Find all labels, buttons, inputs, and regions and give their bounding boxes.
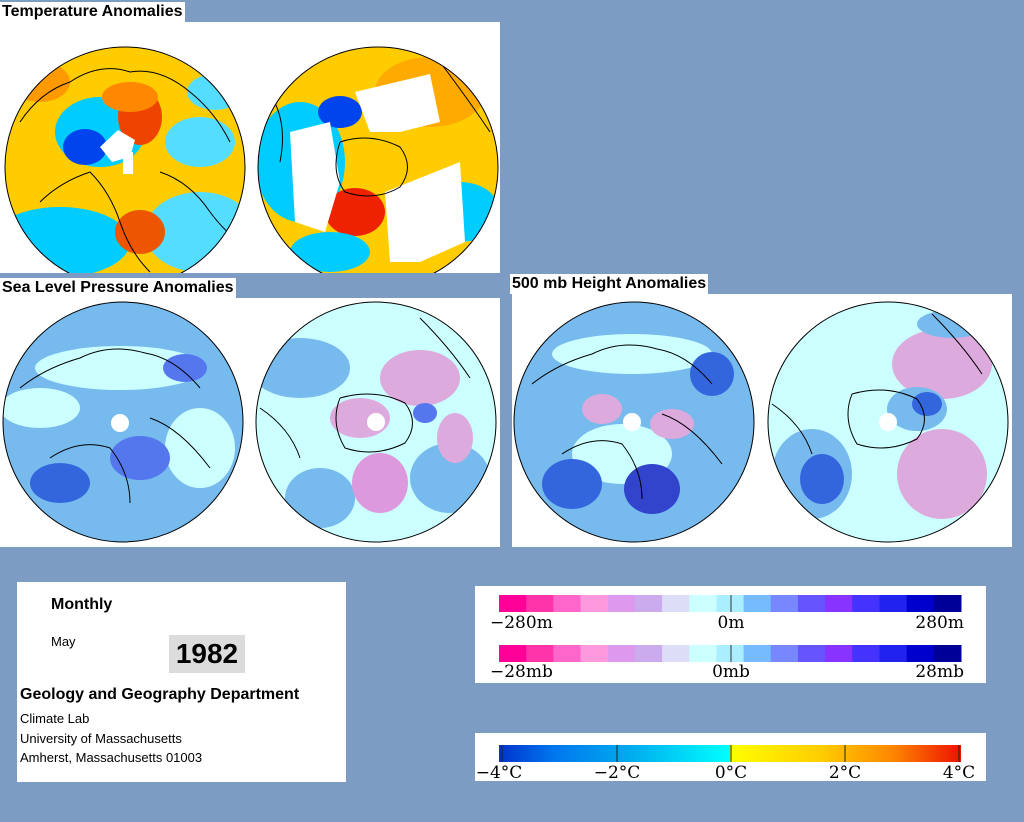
color-bar-segment [743, 595, 772, 612]
temperature-scale-svg: −4°C −2°C 0°C 2°C 4°C [476, 745, 975, 781]
color-bar-segment [770, 645, 799, 662]
lab-label: Climate Lab [20, 711, 90, 726]
height-max-label: 280m [915, 613, 964, 633]
color-bar-segment [689, 645, 717, 662]
color-bar-segment [526, 645, 554, 662]
color-bar-segment [852, 595, 880, 612]
temperature-anomalies-title: Temperature Anomalies [0, 2, 185, 22]
color-bar-segment [662, 595, 690, 612]
color-bar-segment [797, 595, 826, 612]
info-box: Monthly May 1982 Geology and Geography D… [17, 582, 346, 782]
color-bar-segment [689, 595, 717, 612]
year-label: 1982 [169, 635, 245, 673]
color-bar-segment [933, 595, 962, 612]
color-bar-segment [662, 645, 690, 662]
height-min-label: −280m [490, 613, 553, 633]
slp-south-hemisphere-map [256, 302, 496, 542]
pressure-max-label: 28mb [915, 662, 964, 682]
temp-tick-minus2: −2°C [594, 763, 641, 781]
height500-north-hemisphere-map [514, 302, 754, 542]
color-bar-segment [906, 645, 935, 662]
color-bar-segment [607, 645, 636, 662]
period-label: Monthly [51, 596, 113, 613]
temp-tick-4: 4°C [943, 763, 975, 781]
temperature-scale: −4°C −2°C 0°C 2°C 4°C [475, 733, 986, 781]
temperature-map-panel [0, 22, 500, 273]
color-bar-segment [634, 645, 663, 662]
height-mid-label: 0m [718, 613, 745, 633]
color-bar-segment [634, 595, 663, 612]
temp-tick-minus4: −4°C [476, 763, 523, 781]
pressure-mid-label: 0mb [712, 662, 750, 682]
month-label: May [51, 634, 76, 649]
height-color-bar [499, 595, 962, 612]
color-bar-segment [526, 595, 554, 612]
slp-maps [2, 301, 497, 543]
color-bar-segment [499, 645, 527, 662]
color-bar-segment [906, 595, 935, 612]
color-bar-segment [716, 645, 745, 662]
pressure-min-label: −28mb [490, 662, 553, 682]
height500-anomalies-title: 500 mb Height Anomalies [510, 274, 709, 294]
color-bar-segment [499, 595, 527, 612]
slp-map-panel [0, 298, 500, 547]
color-bar-segment [852, 645, 880, 662]
temperature-north-hemisphere-map [5, 47, 245, 273]
color-bar-segment [743, 645, 772, 662]
height-pressure-scale: −280m 0m 280m −28mb 0mb 28mb [475, 586, 986, 683]
temp-tick-0: 0°C [715, 763, 747, 781]
address-label: Amherst, Massachusetts 01003 [20, 750, 203, 765]
color-bar-segment [553, 645, 582, 662]
pressure-color-bar [499, 645, 962, 662]
color-bar-segment [879, 595, 908, 612]
temperature-south-hemisphere-map [258, 47, 498, 273]
color-bar-segment [553, 595, 582, 612]
height500-maps [513, 301, 1009, 543]
department-label: Geology and Geography Department [20, 686, 300, 703]
height500-south-hemisphere-map [768, 302, 1008, 542]
color-bar-segment [580, 645, 609, 662]
slp-anomalies-title: Sea Level Pressure Anomalies [0, 278, 236, 298]
color-bar-segment [825, 645, 853, 662]
color-bar-segment [770, 595, 799, 612]
university-label: University of Massachusetts [20, 731, 182, 746]
temperature-maps [4, 46, 499, 273]
color-bar-segment [797, 645, 826, 662]
temperature-color-bar [499, 745, 961, 762]
color-bar-segment [933, 645, 962, 662]
color-bar-segment [580, 595, 609, 612]
temp-tick-2: 2°C [829, 763, 861, 781]
slp-north-hemisphere-map [3, 302, 243, 542]
color-bar-segment [716, 595, 745, 612]
color-bar-segment [879, 645, 908, 662]
color-bar-segment [607, 595, 636, 612]
color-bar-segment [825, 595, 853, 612]
height-pressure-scale-svg: −280m 0m 280m −28mb 0mb 28mb [490, 595, 964, 682]
height500-map-panel [512, 294, 1012, 547]
